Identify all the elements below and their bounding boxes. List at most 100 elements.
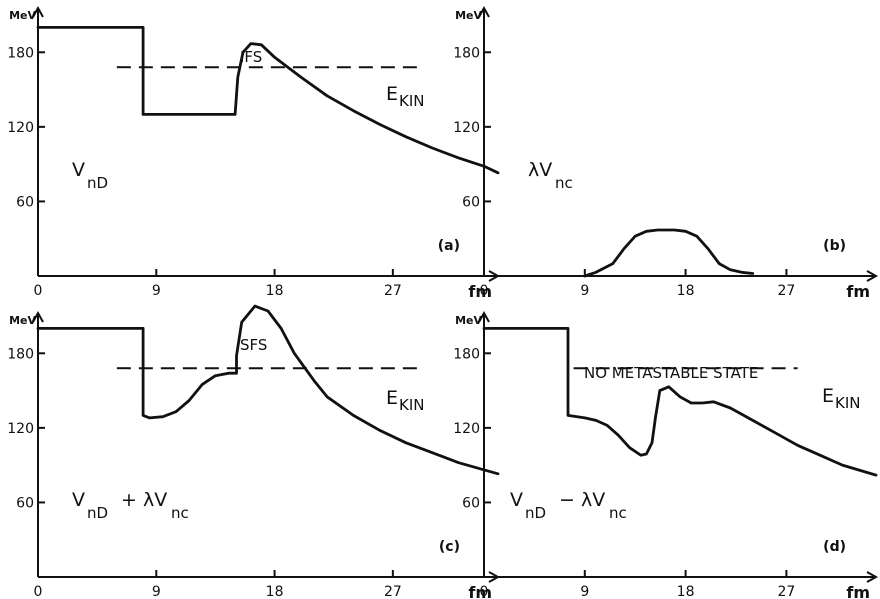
data-point (237, 76, 239, 78)
data-point (595, 419, 597, 421)
data-point (497, 172, 499, 174)
data-point (142, 327, 144, 329)
data-point (241, 321, 243, 323)
potential-label-main: λV (528, 159, 552, 181)
data-point (668, 386, 670, 388)
data-point (752, 419, 754, 421)
data-point (405, 442, 407, 444)
data-point (267, 310, 269, 312)
x-tick-label: 27 (384, 584, 402, 599)
data-point (201, 383, 203, 385)
data-point (149, 417, 151, 419)
data-point (235, 372, 238, 374)
x-tick-label: 9 (580, 584, 589, 599)
data-point (629, 447, 631, 449)
data-point (752, 272, 754, 275)
data-point (640, 454, 642, 456)
potential-label-sub: nD (87, 174, 108, 192)
y-axis-arrow (32, 5, 44, 18)
data-point (673, 229, 676, 231)
data-point (819, 454, 821, 456)
data-point (254, 305, 256, 307)
potential-label-extra-sub: nc (171, 504, 189, 522)
data-point (405, 136, 407, 138)
y-tick-label: 120 (453, 120, 480, 136)
x-tick-label: 9 (152, 283, 161, 299)
data-point (142, 414, 144, 416)
data-point (701, 402, 704, 404)
chart-panel-1: 60 120 180 0 9 18 27 MeV fm VnD IFS E KIN (a) (7, 5, 501, 301)
potential-label-sub: nD (525, 504, 546, 522)
y-tick-label: 120 (7, 421, 34, 437)
data-point (300, 76, 302, 78)
y-unit-label: MeV (9, 9, 36, 22)
x-tick-label: 0 (480, 283, 489, 299)
x-tick-label: 0 (480, 584, 489, 599)
potential-label-extra-sub: nc (609, 504, 627, 522)
data-point (741, 271, 743, 273)
data-point (280, 327, 282, 329)
data-point (431, 147, 433, 149)
potential-label-sub: nD (87, 504, 108, 522)
panel-label: (b) (823, 238, 846, 254)
data-point (612, 263, 614, 265)
data-point (654, 417, 657, 419)
energy-label-main: E (386, 387, 398, 409)
data-point (729, 407, 732, 409)
data-point (228, 372, 230, 374)
data-point (260, 44, 262, 46)
y-tick-label: 60 (16, 495, 34, 511)
data-point (690, 402, 692, 404)
x-tick-label: 0 (34, 584, 43, 599)
potential-label-extra: − λV (559, 489, 605, 511)
data-point (274, 56, 276, 58)
y-axis-arrow (478, 5, 490, 18)
x-tick-label: 18 (677, 584, 695, 599)
data-point (657, 229, 659, 231)
data-point (623, 248, 625, 250)
y-tick-label: 60 (462, 194, 480, 210)
data-point (326, 396, 328, 398)
state-label: NO METASTABLE STATE (584, 364, 758, 382)
x-tick-label: 18 (677, 283, 695, 299)
potential-label-main: V (72, 489, 85, 511)
data-point (707, 248, 709, 250)
data-point (214, 375, 216, 377)
y-tick-label: 180 (453, 346, 480, 362)
potential-curve (36, 304, 500, 476)
y-unit-label: MeV (9, 314, 36, 327)
y-axis-arrow (478, 310, 490, 323)
data-point (584, 275, 586, 277)
potential-label-sub: nc (555, 174, 573, 192)
y-tick-label: 60 (16, 194, 34, 210)
data-point (379, 123, 381, 125)
data-point (188, 399, 190, 402)
y-tick-label: 180 (7, 45, 34, 61)
energy-label-sub: KIN (399, 92, 424, 110)
data-point (142, 113, 144, 115)
x-tick-label: 27 (777, 283, 795, 299)
x-tick-label: 27 (384, 283, 402, 299)
y-unit-label: MeV (455, 314, 482, 327)
x-axis-arrow (866, 571, 879, 583)
data-point (293, 352, 295, 354)
data-point (175, 411, 177, 413)
state-label: SFS (240, 336, 267, 354)
data-point (595, 271, 597, 273)
potential-label-extra: + λV (121, 489, 167, 511)
data-point (37, 26, 39, 28)
data-point (458, 157, 460, 159)
data-point (483, 327, 485, 329)
data-point (37, 327, 39, 329)
data-point (567, 327, 569, 329)
data-point (634, 235, 636, 237)
data-point (841, 464, 844, 466)
x-tick-label: 9 (580, 283, 589, 299)
x-tick-label: 9 (152, 584, 161, 599)
data-point (235, 355, 238, 357)
y-tick-label: 120 (453, 421, 480, 437)
y-axis-arrow (32, 310, 44, 323)
data-point (242, 51, 244, 53)
